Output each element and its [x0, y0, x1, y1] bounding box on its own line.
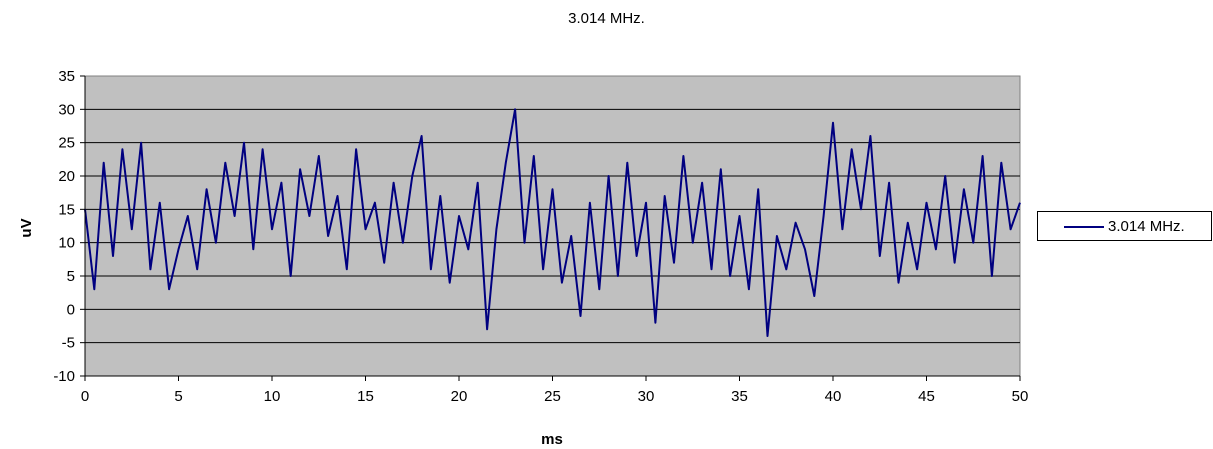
axes: [80, 75, 1021, 381]
series-line: [84, 108, 1021, 337]
x-tick-label: 45: [918, 388, 935, 405]
y-axis-title: uV: [18, 218, 35, 237]
y-tick-label: 25: [58, 135, 75, 152]
y-tick-label: 35: [58, 68, 75, 85]
legend: 3.014 MHz.: [1037, 211, 1212, 241]
x-tick-label: 15: [357, 388, 374, 405]
legend-series-label: 3.014 MHz.: [1108, 218, 1185, 235]
x-tick-label: 0: [81, 388, 89, 405]
x-tick-label: 50: [1012, 388, 1029, 405]
x-tick-labels: 0 5 10 15 20 25 30 35 40 45 50: [81, 388, 1029, 405]
y-tick-label: 5: [67, 268, 75, 285]
x-tick-label: 10: [264, 388, 281, 405]
x-tick-label: 25: [544, 388, 561, 405]
legend-series-swatch: [1064, 226, 1104, 228]
x-tick-label: 5: [174, 388, 182, 405]
x-tick-label: 35: [731, 388, 748, 405]
plot-area: [84, 75, 1021, 377]
y-tick-label: 0: [67, 301, 75, 318]
y-tick-label: 10: [58, 235, 75, 252]
y-tick-label: 30: [58, 101, 75, 118]
y-tick-label: -5: [62, 335, 75, 352]
y-tick-labels: -10 -5 0 5 10 15 20 25 30 35: [53, 68, 75, 385]
x-tick-label: 40: [825, 388, 842, 405]
y-tick-label: -10: [53, 368, 75, 385]
series-group: [84, 108, 1021, 337]
y-tick-label: 15: [58, 201, 75, 218]
chart-title: 3.014 MHz.: [568, 10, 645, 27]
x-tick-label: 20: [451, 388, 468, 405]
x-axis-title: ms: [541, 431, 563, 448]
y-tick-label: 20: [58, 168, 75, 185]
grid-lines: [85, 108, 1020, 344]
x-tick-label: 30: [638, 388, 655, 405]
